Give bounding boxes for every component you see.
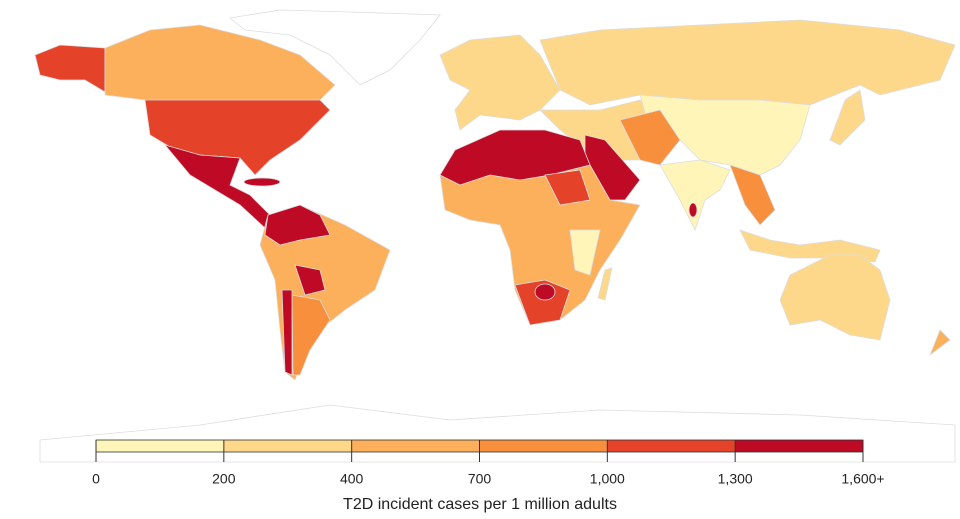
bolivia	[294, 264, 326, 296]
russia	[539, 19, 956, 106]
legend-swatch	[351, 440, 480, 452]
caribbean	[243, 177, 281, 187]
legend-tick-label: 200	[212, 471, 236, 487]
madagascar	[597, 267, 613, 301]
legend-title: T2D incident cases per 1 million adults	[343, 496, 617, 513]
legend-swatch	[96, 440, 224, 452]
east-africa	[569, 229, 601, 276]
legend-tick-label: 400	[340, 471, 364, 487]
argentina	[291, 294, 331, 376]
pakistan-iran	[619, 109, 681, 166]
usa	[144, 99, 331, 176]
europe	[439, 34, 561, 131]
legend: T2D incident cases per 1 million adults …	[92, 439, 885, 513]
legend-swatch	[479, 440, 608, 452]
sudan	[544, 169, 591, 206]
legend-tick-label: 0	[92, 471, 100, 487]
antarctica	[39, 404, 956, 463]
legend-swatch	[223, 440, 352, 452]
chile	[281, 289, 293, 376]
legend-tick-label: 1,300	[718, 471, 753, 487]
indonesia	[739, 229, 881, 263]
legend-tick-label: 1,600+	[841, 471, 884, 487]
india	[659, 159, 731, 232]
colombia-venezuela	[264, 204, 331, 246]
greenland	[229, 9, 441, 86]
australia	[779, 254, 891, 341]
canada	[104, 24, 336, 103]
countries	[34, 9, 956, 463]
alaska	[34, 44, 106, 93]
japan	[829, 89, 866, 146]
new-zealand	[929, 329, 951, 357]
sri-lanka	[688, 202, 698, 218]
legend-swatch	[735, 440, 863, 452]
legend-tick-label: 1,000	[590, 471, 625, 487]
southeast-asia	[729, 164, 776, 226]
botswana-region	[534, 283, 556, 301]
southern-africa	[514, 279, 571, 326]
legend-tick-label: 700	[468, 471, 492, 487]
legend-swatch	[607, 440, 736, 452]
